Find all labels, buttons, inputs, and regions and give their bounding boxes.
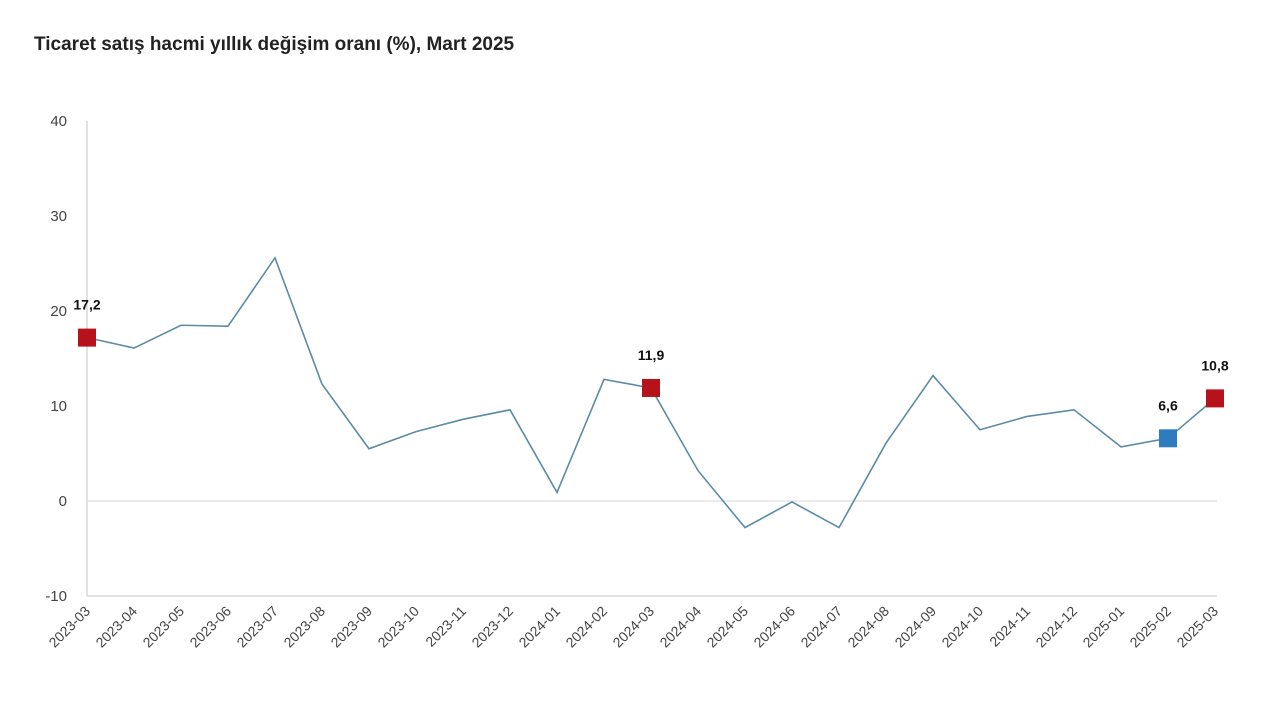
x-tick-label: 2024-09	[891, 603, 939, 651]
x-tick-label: 2023-06	[186, 603, 234, 651]
highlight-marker-2025-02	[1159, 429, 1177, 448]
x-tick-label: 2024-12	[1032, 603, 1080, 651]
y-tick-label: 40	[50, 113, 67, 130]
highlight-markers: 17,2 11,9 6,6 10,8	[73, 297, 1229, 448]
y-tick-label: -10	[45, 588, 67, 605]
zero-gridline	[87, 500, 1217, 597]
x-tick-label: 2023-07	[233, 603, 281, 651]
highlight-marker-2025-03	[1206, 389, 1224, 408]
data-label-2024-03: 11,9	[638, 347, 665, 363]
x-tick-label: 2023-05	[139, 603, 187, 651]
x-tick-label: 2024-05	[703, 603, 751, 651]
x-tick-label: 2023-09	[327, 603, 375, 651]
highlight-marker-2023-03	[78, 328, 96, 347]
x-tick-label: 2024-01	[515, 603, 563, 651]
x-axis: 2023-03 2023-04 2023-05 2023-06 2023-07 2023-…	[45, 603, 1221, 651]
x-tick-label: 2024-02	[562, 603, 610, 651]
y-axis: 40 30 20 10 0 -10	[45, 113, 88, 605]
y-tick-label: 30	[50, 208, 67, 225]
data-label-2025-03: 10,8	[1201, 357, 1228, 373]
chart-title: Ticaret satış hacmi yıllık değişim oranı…	[34, 34, 515, 55]
x-tick-label: 2024-07	[797, 603, 845, 651]
x-tick-label: 2024-10	[938, 603, 986, 651]
x-tick-label: 2024-04	[656, 603, 704, 651]
x-tick-label: 2024-08	[844, 603, 892, 651]
x-tick-label: 2024-03	[609, 603, 657, 651]
x-tick-label: 2024-11	[986, 603, 1033, 650]
x-tick-label: 2023-11	[422, 603, 469, 650]
x-tick-label: 2023-10	[374, 603, 422, 651]
y-tick-label: 20	[50, 303, 67, 320]
x-tick-label: 2025-01	[1079, 603, 1127, 651]
x-tick-label: 2024-06	[750, 603, 798, 651]
x-tick-label: 2023-12	[468, 603, 516, 651]
data-label-2023-03: 17,2	[73, 297, 100, 313]
x-tick-label: 2023-04	[92, 603, 140, 651]
highlight-marker-2024-03	[642, 378, 660, 397]
x-tick-label: 2023-03	[45, 603, 93, 651]
x-tick-label: 2023-08	[280, 603, 328, 651]
x-tick-label: 2025-03	[1173, 603, 1221, 651]
data-label-2025-02: 6,6	[1158, 397, 1178, 413]
y-tick-label: 0	[59, 493, 67, 510]
y-tick-label: 10	[50, 398, 67, 415]
x-tick-label: 2025-02	[1126, 603, 1174, 651]
